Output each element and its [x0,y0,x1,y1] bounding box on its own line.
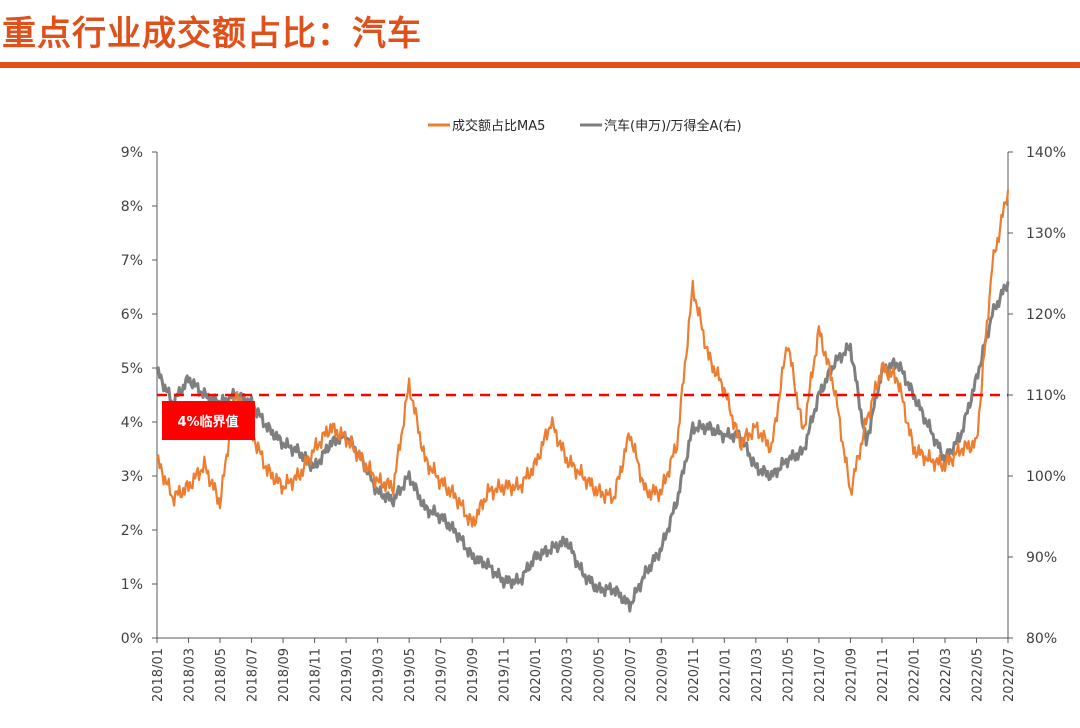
left-axis-tick-label: 4% [121,415,143,431]
left-axis-tick-label: 2% [121,523,143,539]
left-axis-tick-label: 0% [121,631,143,647]
x-axis-tick-label: 2021/01 [718,648,733,702]
left-axis-tick-label: 1% [121,577,143,593]
threshold-label: 4%临界值 [177,414,238,430]
x-axis-tick-label: 2020/05 [592,648,607,702]
x-axis-tick-label: 2022/07 [1002,648,1017,702]
x-axis-tick-label: 2018/11 [309,648,324,702]
x-axis-tick-label: 2021/11 [876,648,891,702]
legend-entry: 汽车(申万)/万得全A(右) [604,118,742,134]
right-axis-tick-label: 130% [1026,226,1066,242]
x-axis-tick-label: 2021/09 [844,648,859,702]
x-axis-tick-label: 2020/11 [687,648,702,702]
x-axis-tick-label: 2020/03 [561,648,576,702]
x-axis-tick-label: 2018/09 [277,648,292,702]
left-axis-tick-label: 9% [121,145,143,161]
x-axis-tick-label: 2019/09 [466,648,481,702]
right-axis-tick-label: 90% [1026,550,1057,566]
title-rule [0,62,1080,68]
x-axis-tick-label: 2020/09 [655,648,670,702]
left-axis-tick-label: 3% [121,469,143,485]
series-line-turnover-share [155,189,1010,528]
left-axis-tick-label: 5% [121,361,143,377]
left-axis-tick-label: 8% [121,199,143,215]
x-axis-tick-label: 2019/11 [498,648,513,702]
right-axis-tick-label: 110% [1026,388,1066,404]
x-axis-tick-label: 2022/05 [970,648,985,702]
x-axis-tick-label: 2019/07 [435,648,450,702]
x-axis-tick-label: 2018/07 [246,648,261,702]
right-axis-tick-label: 140% [1026,145,1066,161]
x-axis-tick-label: 2019/05 [403,648,418,702]
x-axis-tick-label: 2022/01 [907,648,922,702]
left-axis-tick-label: 7% [121,253,143,269]
right-axis-tick-label: 80% [1026,631,1057,647]
x-axis-tick-label: 2020/01 [529,648,544,702]
x-axis-tick-label: 2018/01 [151,648,166,702]
right-axis-tick-label: 100% [1026,469,1066,485]
x-axis-tick-label: 2018/03 [183,648,198,702]
x-axis-tick-label: 2021/07 [813,648,828,702]
right-axis-tick-label: 120% [1026,307,1066,323]
series-line-auto-relative [155,281,1010,613]
x-axis-tick-label: 2021/05 [781,648,796,702]
x-axis-tick-label: 2021/03 [750,648,765,702]
x-axis-tick-label: 2020/07 [624,648,639,702]
left-axis-tick-label: 6% [121,307,143,323]
x-axis-tick-label: 2019/03 [372,648,387,702]
page-title: 重点行业成交额占比：汽车 [2,14,422,54]
legend-entry: 成交额占比MA5 [452,118,545,134]
x-axis-tick-label: 2018/05 [214,648,229,702]
x-axis-tick-label: 2022/03 [939,648,954,702]
threshold-label-box [162,401,255,440]
x-axis-tick-label: 2019/01 [340,648,355,702]
